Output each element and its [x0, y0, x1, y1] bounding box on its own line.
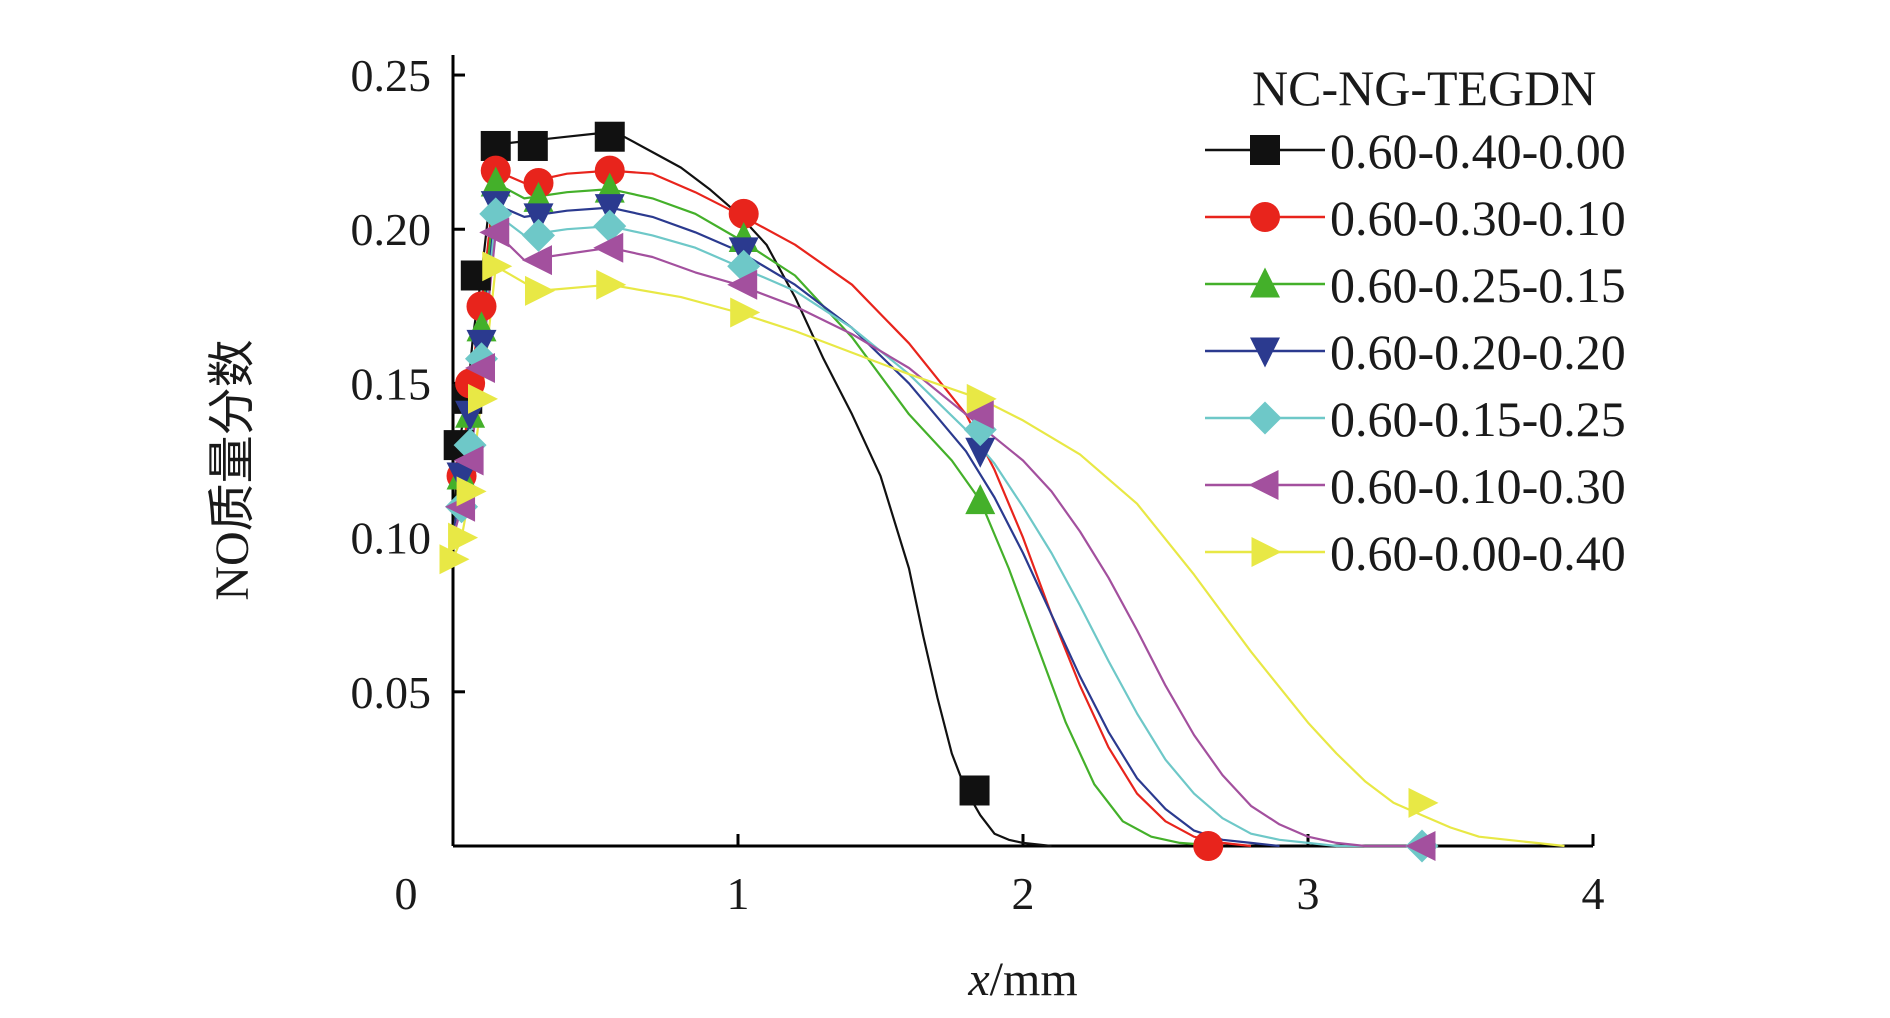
data-point	[465, 353, 495, 384]
data-point	[959, 775, 990, 806]
data-point	[525, 275, 555, 306]
legend-title: NC-NG-TEGDN	[1252, 60, 1596, 116]
data-point	[448, 522, 479, 553]
x-axis-label-variable: x	[967, 953, 989, 1006]
legend-label: 0.60-0.30-0.10	[1330, 190, 1626, 246]
data-point	[594, 155, 625, 186]
series-line-6	[451, 231, 1422, 848]
legend-marker	[1248, 401, 1282, 435]
data-point	[1193, 831, 1224, 861]
data-point	[594, 194, 625, 225]
data-point	[479, 217, 510, 248]
data-point	[480, 166, 511, 197]
legend-label: 0.60-0.00-0.40	[1330, 525, 1626, 581]
data-point	[439, 544, 470, 575]
series-line-2	[451, 169, 1252, 848]
x-tick-label: 3	[1297, 868, 1320, 919]
x-tick-label: 4	[1582, 868, 1605, 919]
series-markers	[439, 121, 1439, 863]
data-point	[453, 445, 484, 476]
data-point	[593, 232, 624, 263]
data-point	[446, 462, 477, 493]
data-point	[523, 203, 554, 234]
legend: NC-NG-TEGDN 0.60-0.40-0.00 0.60-0.30-0.10…	[1205, 60, 1626, 581]
data-point	[1405, 831, 1436, 861]
legend-marker	[1250, 267, 1280, 298]
y-tick-label: 0.25	[351, 50, 432, 101]
data-point	[594, 121, 625, 152]
data-point	[965, 437, 996, 468]
data-point	[730, 297, 761, 328]
x-tick-label: 0	[395, 868, 418, 919]
x-axis-label: x/mm	[967, 953, 1077, 1006]
legend-marker	[1250, 135, 1280, 165]
data-point	[522, 245, 552, 276]
legend-label: 0.60-0.10-0.30	[1330, 458, 1626, 514]
data-point	[456, 476, 487, 507]
y-axis-label: NO质量分数	[206, 339, 259, 600]
data-point	[468, 383, 498, 414]
legend-marker	[1250, 337, 1280, 368]
data-point	[522, 218, 555, 252]
y-tick-label: 0.05	[351, 667, 432, 718]
data-point	[517, 130, 548, 161]
data-point	[482, 251, 513, 282]
legend-label: 0.60-0.20-0.20	[1330, 324, 1626, 380]
ticks: 0.05 0.10 0.15 0.20 0.25 0 1 2 3 4	[351, 50, 1605, 919]
data-point	[727, 269, 758, 300]
data-point	[966, 383, 997, 414]
data-point	[728, 198, 759, 229]
legend-label: 0.60-0.25-0.15	[1330, 257, 1626, 313]
data-point	[596, 269, 627, 300]
data-point	[593, 209, 627, 243]
data-point	[466, 291, 497, 322]
y-tick-label: 0.15	[351, 358, 432, 409]
y-tick-label: 0.20	[351, 204, 432, 255]
legend-label: 0.60-0.15-0.25	[1330, 391, 1626, 447]
x-tick-label: 2	[1012, 868, 1035, 919]
legend-marker	[1248, 470, 1279, 500]
series-line-7	[451, 265, 1565, 848]
data-point	[965, 484, 996, 515]
data-point	[963, 399, 994, 430]
x-tick-label: 1	[727, 868, 750, 919]
x-axis-label-unit: /mm	[990, 953, 1078, 1006]
data-point	[1408, 787, 1439, 818]
legend-label: 0.60-0.40-0.00	[1330, 123, 1626, 179]
y-tick-label: 0.10	[351, 513, 432, 564]
legend-marker	[1250, 202, 1280, 232]
legend-marker	[1251, 537, 1282, 567]
series-line-5	[451, 212, 1422, 848]
